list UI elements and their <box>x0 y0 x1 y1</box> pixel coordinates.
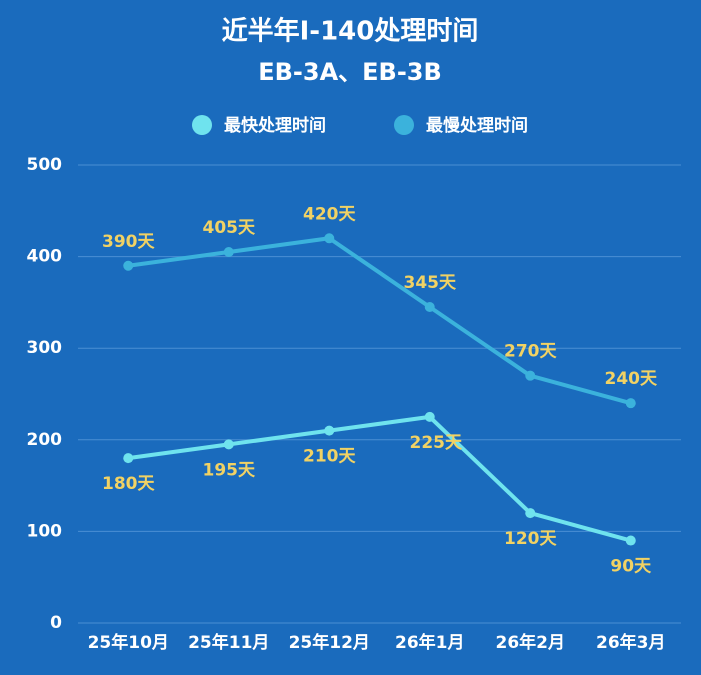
data-label: 270天 <box>504 342 557 362</box>
point <box>625 398 636 409</box>
data-label: 90天 <box>610 557 652 577</box>
data-label: 195天 <box>203 460 256 480</box>
point <box>525 370 536 381</box>
point <box>223 439 234 450</box>
line <box>127 414 632 543</box>
point <box>525 508 536 519</box>
legend-marker <box>394 115 414 135</box>
point <box>424 301 435 312</box>
y-tick-label: 0 <box>50 613 62 633</box>
x-tick-label: 26年1月 <box>395 632 465 653</box>
data-label: 420天 <box>303 204 356 224</box>
legend-label: 最快处理时间 <box>224 115 326 136</box>
point <box>625 535 636 546</box>
legend-marker <box>192 115 212 135</box>
y-tick-label: 300 <box>27 338 63 358</box>
x-tick-label: 25年12月 <box>289 632 370 653</box>
x-tick-label: 25年10月 <box>88 632 169 653</box>
point <box>324 425 335 436</box>
data-label: 180天 <box>102 474 155 494</box>
point <box>223 247 234 258</box>
data-label: 405天 <box>203 218 256 238</box>
point <box>424 411 435 422</box>
x-tick-label: 26年3月 <box>596 632 666 653</box>
point <box>123 453 134 464</box>
chart-title: 近半年I-140处理时间 <box>222 16 479 47</box>
point <box>324 233 335 244</box>
y-tick-label: 400 <box>27 247 63 267</box>
data-label: 210天 <box>303 447 356 467</box>
legend-label: 最慢处理时间 <box>426 115 528 136</box>
y-tick-label: 500 <box>27 155 63 175</box>
chart-subtitle: EB-3A、EB-3B <box>258 58 442 86</box>
data-label: 345天 <box>404 273 457 293</box>
y-tick-label: 200 <box>27 430 63 450</box>
x-tick-label: 25年11月 <box>188 632 269 653</box>
data-label: 240天 <box>605 369 658 389</box>
point <box>123 260 134 271</box>
data-label: 390天 <box>102 232 155 252</box>
line <box>127 236 632 406</box>
x-tick-label: 26年2月 <box>496 632 566 653</box>
data-label: 225天 <box>410 433 463 453</box>
y-tick-label: 100 <box>27 521 63 541</box>
data-label: 120天 <box>504 529 557 549</box>
